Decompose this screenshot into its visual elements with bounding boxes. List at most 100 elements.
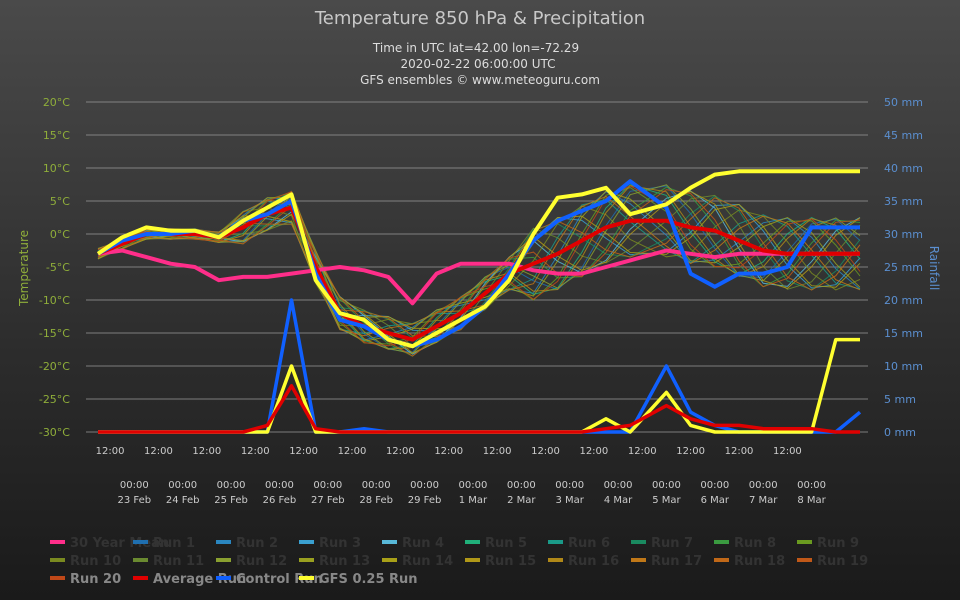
legend-item-label: Run 2 (236, 536, 278, 551)
rainfall-tick-label: 20 mm (884, 294, 923, 307)
x-tick-noon: 12:00 (531, 446, 560, 457)
x-tick-date: 6 Mar (701, 495, 730, 506)
x-tick-midnight: 00:00 (313, 480, 342, 491)
x-tick-date: 23 Feb (117, 495, 151, 506)
legend-item-label: 30 Year Mean (70, 536, 169, 551)
x-tick-midnight: 00:00 (217, 480, 246, 491)
x-tick-date: 7 Mar (749, 495, 778, 506)
legend-item-label: Run 9 (817, 536, 859, 551)
temperature-line (96, 169, 860, 349)
legend-item-label: Run 1 (153, 536, 195, 551)
legend-item-label: Run 17 (651, 554, 702, 569)
x-tick-noon: 12:00 (386, 446, 415, 457)
rainfall-tick-label: 15 mm (884, 327, 923, 340)
x-tick-midnight: 00:00 (362, 480, 391, 491)
x-tick-date: 3 Mar (555, 495, 584, 506)
x-tick-noon: 12:00 (434, 446, 463, 457)
legend-item-label: Run 8 (734, 536, 776, 551)
temperature-tick-label: -5°C (46, 261, 70, 274)
legend-item-label: Average Run (153, 572, 246, 587)
temperature-tick-label: -20°C (39, 360, 70, 373)
temperature-tick-label: -10°C (39, 294, 70, 307)
x-tick-noon: 12:00 (241, 446, 270, 457)
legend-item-label: Run 15 (485, 554, 536, 569)
ensemble-member-line (97, 195, 861, 337)
legend-item-label: Run 10 (70, 554, 121, 569)
x-tick-date: 24 Feb (166, 495, 200, 506)
x-tick-noon: 12:00 (579, 446, 608, 457)
ensemble-member-line (97, 190, 861, 342)
legend-item-label: Run 6 (568, 536, 610, 551)
x-tick-noon: 12:00 (96, 446, 125, 457)
temperature-axis-label: Temperature (17, 230, 31, 307)
x-tick-noon: 12:00 (144, 446, 173, 457)
legend-item-label: Run 7 (651, 536, 693, 551)
x-tick-midnight: 00:00 (168, 480, 197, 491)
chart-subtitle-3: GFS ensembles © www.meteoguru.com (360, 73, 600, 87)
x-tick-date: 29 Feb (408, 495, 442, 506)
x-tick-date: 4 Mar (604, 495, 633, 506)
legend-item-label: Run 16 (568, 554, 619, 569)
legend-item-label: Run 18 (734, 554, 785, 569)
x-tick-midnight: 00:00 (652, 480, 681, 491)
rainfall-tick-label: 40 mm (884, 162, 923, 175)
x-tick-date: 26 Feb (263, 495, 297, 506)
rainfall-tick-label: 5 mm (884, 393, 916, 406)
x-tick-date: 28 Feb (359, 495, 393, 506)
x-tick-date: 2 Mar (507, 495, 536, 506)
rainfall-tick-label: 50 mm (884, 96, 923, 109)
temperature-tick-label: 10°C (43, 162, 70, 175)
rainfall-tick-label: 25 mm (884, 261, 923, 274)
x-tick-midnight: 00:00 (797, 480, 826, 491)
rainfall-axis-label: Rainfall (927, 246, 941, 291)
x-tick-midnight: 00:00 (265, 480, 294, 491)
rainfall-tick-label: 10 mm (884, 360, 923, 373)
x-tick-noon: 12:00 (192, 446, 221, 457)
legend-item-label: Run 13 (319, 554, 370, 569)
rainfall-tick-label: 30 mm (884, 228, 923, 241)
chart-subtitle-2: 2020-02-22 06:00:00 UTC (400, 57, 555, 71)
temperature-tick-label: 0°C (50, 228, 70, 241)
temperature-tick-label: 5°C (50, 195, 70, 208)
x-tick-noon: 12:00 (676, 446, 705, 457)
x-tick-midnight: 00:00 (410, 480, 439, 491)
temperature-line (97, 248, 860, 306)
rainfall-axis: 50 mm 45 mm 40 mm 35 mm 30 mm 25 mm 20 mm 15 mm… (884, 96, 923, 439)
x-tick-noon: 12:00 (483, 446, 512, 457)
x-tick-midnight: 00:00 (604, 480, 633, 491)
x-tick-date: 27 Feb (311, 495, 345, 506)
legend-item-label: Run 3 (319, 536, 361, 551)
x-tick-noon: 12:00 (338, 446, 367, 457)
temperature-tick-label: -15°C (39, 327, 70, 340)
legend-item-label: Control Run (236, 572, 323, 587)
temperature-tick-label: -25°C (39, 393, 70, 406)
precipitation-line (98, 337, 860, 434)
chart-subtitle-1: Time in UTC lat=42.00 lon=-72.29 (372, 41, 579, 55)
plot-area (96, 169, 862, 434)
legend-item-label: Run 19 (817, 554, 868, 569)
legend-item-label: Run 20 (70, 572, 121, 587)
rainfall-tick-label: 35 mm (884, 195, 923, 208)
x-tick-midnight: 00:00 (459, 480, 488, 491)
ensemble-member-line (97, 205, 861, 326)
x-tick-noon: 12:00 (725, 446, 754, 457)
temperature-tick-label: 20°C (43, 96, 70, 109)
x-tick-date: 25 Feb (214, 495, 248, 506)
temperature-tick-label: 15°C (43, 129, 70, 142)
legend-item-label: Run 5 (485, 536, 527, 551)
legend-item-label: Run 11 (153, 554, 204, 569)
rainfall-tick-label: 45 mm (884, 129, 923, 142)
ensemble-member-line (97, 185, 861, 347)
grid-lines (86, 101, 868, 433)
x-tick-midnight: 00:00 (749, 480, 778, 491)
precipitation-line (98, 384, 860, 434)
time-axis: 12:00 00:00 23 Feb 12:00 00:00 24 Feb 12:00 00:… (96, 446, 827, 506)
legend-item-label: Run 4 (402, 536, 444, 551)
ensemble-member-line (97, 191, 861, 341)
x-tick-noon: 12:00 (773, 446, 802, 457)
x-tick-date: 1 Mar (459, 495, 488, 506)
legend-item-label: Run 12 (236, 554, 287, 569)
x-tick-noon: 12:00 (289, 446, 318, 457)
